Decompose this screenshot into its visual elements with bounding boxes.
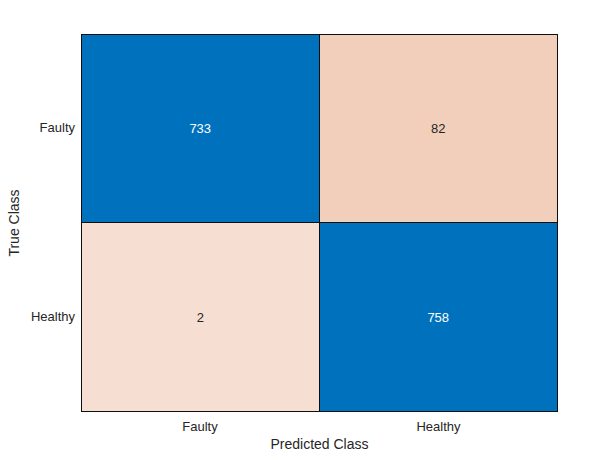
cell-true-healthy-pred-healthy: 758 (320, 223, 558, 411)
cell-true-faulty-pred-healthy: 82 (320, 35, 558, 223)
cell-true-faulty-pred-faulty: 733 (82, 35, 320, 223)
y-axis-label: True Class (6, 189, 22, 256)
y-tick-healthy: Healthy (0, 309, 75, 325)
x-axis-label: Predicted Class (81, 436, 558, 452)
cell-value-true-healthy-pred-healthy: 758 (427, 310, 449, 325)
cell-value-true-healthy-pred-faulty: 2 (197, 310, 204, 325)
y-tick-faulty: Faulty (0, 120, 75, 136)
x-tick-healthy: Healthy (319, 419, 558, 435)
x-tick-faulty: Faulty (81, 419, 319, 435)
cell-value-true-faulty-pred-faulty: 733 (189, 121, 211, 136)
confusion-matrix-figure: True Class Faulty Healthy 733 82 2 758 F… (0, 0, 616, 462)
confusion-matrix-grid: 733 82 2 758 (81, 34, 558, 412)
cell-value-true-faulty-pred-healthy: 82 (431, 121, 445, 136)
cell-true-healthy-pred-faulty: 2 (82, 223, 320, 411)
